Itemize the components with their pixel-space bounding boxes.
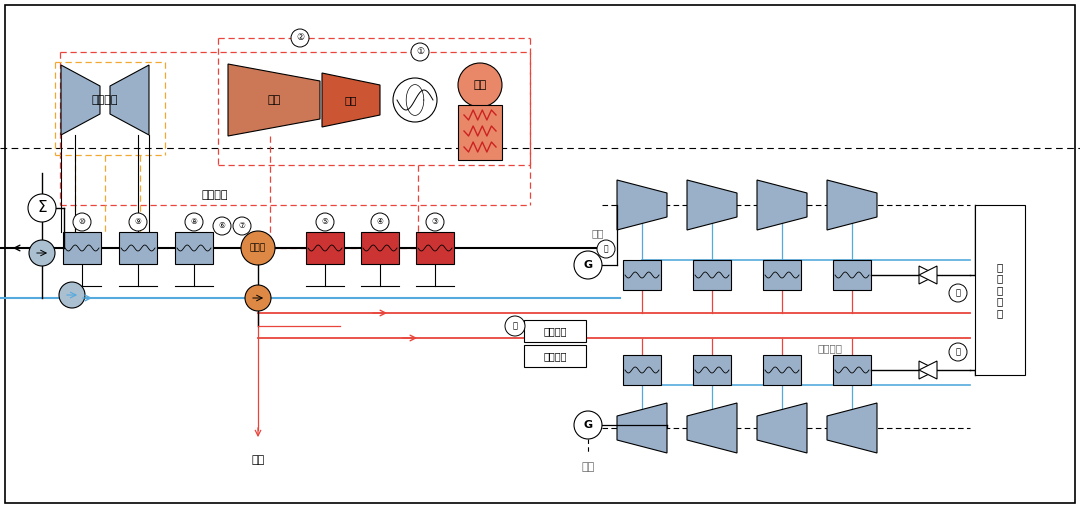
Bar bbox=[833, 260, 870, 290]
Text: ⑩: ⑩ bbox=[79, 217, 85, 227]
Bar bbox=[762, 355, 801, 385]
Bar bbox=[119, 232, 157, 264]
Text: 强化供热: 强化供热 bbox=[543, 326, 567, 336]
Text: 锅炉: 锅炉 bbox=[473, 80, 487, 90]
Circle shape bbox=[73, 213, 91, 231]
Polygon shape bbox=[827, 180, 877, 230]
Circle shape bbox=[458, 63, 502, 107]
Text: Σ: Σ bbox=[37, 201, 46, 215]
Circle shape bbox=[573, 411, 602, 439]
Text: ③: ③ bbox=[432, 217, 438, 227]
Circle shape bbox=[426, 213, 444, 231]
Text: ⑤: ⑤ bbox=[322, 217, 328, 227]
Bar bbox=[416, 232, 454, 264]
Text: ⑧: ⑧ bbox=[190, 217, 198, 227]
Text: G: G bbox=[583, 260, 593, 270]
Text: 高压: 高压 bbox=[345, 95, 357, 105]
Circle shape bbox=[372, 213, 389, 231]
Text: ①: ① bbox=[416, 48, 424, 56]
Text: 除氧器: 除氧器 bbox=[249, 243, 266, 252]
Circle shape bbox=[29, 240, 55, 266]
Polygon shape bbox=[757, 403, 807, 453]
Circle shape bbox=[59, 282, 85, 308]
Circle shape bbox=[185, 213, 203, 231]
Circle shape bbox=[245, 285, 271, 311]
Circle shape bbox=[949, 343, 967, 361]
Polygon shape bbox=[919, 361, 937, 379]
Text: G: G bbox=[583, 420, 593, 430]
Text: 空气: 空气 bbox=[592, 228, 604, 238]
Text: 电网: 电网 bbox=[581, 462, 595, 472]
Text: ⑨: ⑨ bbox=[135, 217, 141, 227]
Polygon shape bbox=[60, 65, 100, 135]
Text: ⑪: ⑪ bbox=[604, 244, 608, 253]
Bar bbox=[762, 260, 801, 290]
Bar bbox=[833, 355, 870, 385]
Polygon shape bbox=[617, 403, 667, 453]
Circle shape bbox=[411, 43, 429, 61]
Text: 采暖抽汽: 采暖抽汽 bbox=[202, 190, 228, 200]
Circle shape bbox=[241, 231, 275, 265]
Polygon shape bbox=[617, 180, 667, 230]
Text: 低压双流: 低压双流 bbox=[92, 95, 118, 105]
Polygon shape bbox=[687, 403, 737, 453]
Text: 去往锅炉: 去往锅炉 bbox=[818, 343, 842, 353]
Circle shape bbox=[393, 78, 437, 122]
Text: 供暖: 供暖 bbox=[252, 455, 265, 465]
Text: ④: ④ bbox=[377, 217, 383, 227]
Circle shape bbox=[129, 213, 147, 231]
Circle shape bbox=[597, 240, 615, 258]
Text: ⑫: ⑫ bbox=[956, 289, 960, 298]
Polygon shape bbox=[919, 266, 937, 284]
Bar bbox=[63, 232, 102, 264]
Bar bbox=[975, 205, 1025, 375]
Polygon shape bbox=[110, 65, 149, 135]
Text: 强化供电: 强化供电 bbox=[543, 351, 567, 361]
Bar bbox=[306, 232, 345, 264]
Bar bbox=[693, 260, 731, 290]
Polygon shape bbox=[919, 266, 937, 284]
Polygon shape bbox=[827, 403, 877, 453]
Circle shape bbox=[505, 316, 525, 336]
Circle shape bbox=[233, 217, 251, 235]
Circle shape bbox=[291, 29, 309, 47]
Circle shape bbox=[316, 213, 334, 231]
Bar bbox=[524, 345, 586, 367]
Bar bbox=[623, 260, 661, 290]
Circle shape bbox=[949, 284, 967, 302]
Circle shape bbox=[573, 251, 602, 279]
Text: 中压: 中压 bbox=[268, 95, 281, 105]
Bar bbox=[361, 232, 399, 264]
Bar bbox=[175, 232, 213, 264]
Polygon shape bbox=[757, 180, 807, 230]
Polygon shape bbox=[687, 180, 737, 230]
Text: ⑬: ⑬ bbox=[513, 322, 517, 331]
Text: ⑥: ⑥ bbox=[218, 221, 226, 231]
Text: ⑭: ⑭ bbox=[956, 347, 960, 357]
Text: ⑦: ⑦ bbox=[239, 221, 245, 231]
Bar bbox=[524, 320, 586, 342]
Bar bbox=[458, 105, 502, 160]
Polygon shape bbox=[228, 64, 320, 136]
Polygon shape bbox=[919, 361, 937, 379]
Text: 定
压
储
气
室: 定 压 储 气 室 bbox=[997, 262, 1003, 318]
Text: ②: ② bbox=[296, 34, 305, 43]
Polygon shape bbox=[322, 73, 380, 127]
Bar bbox=[623, 355, 661, 385]
Circle shape bbox=[28, 194, 56, 222]
Circle shape bbox=[213, 217, 231, 235]
Bar bbox=[693, 355, 731, 385]
